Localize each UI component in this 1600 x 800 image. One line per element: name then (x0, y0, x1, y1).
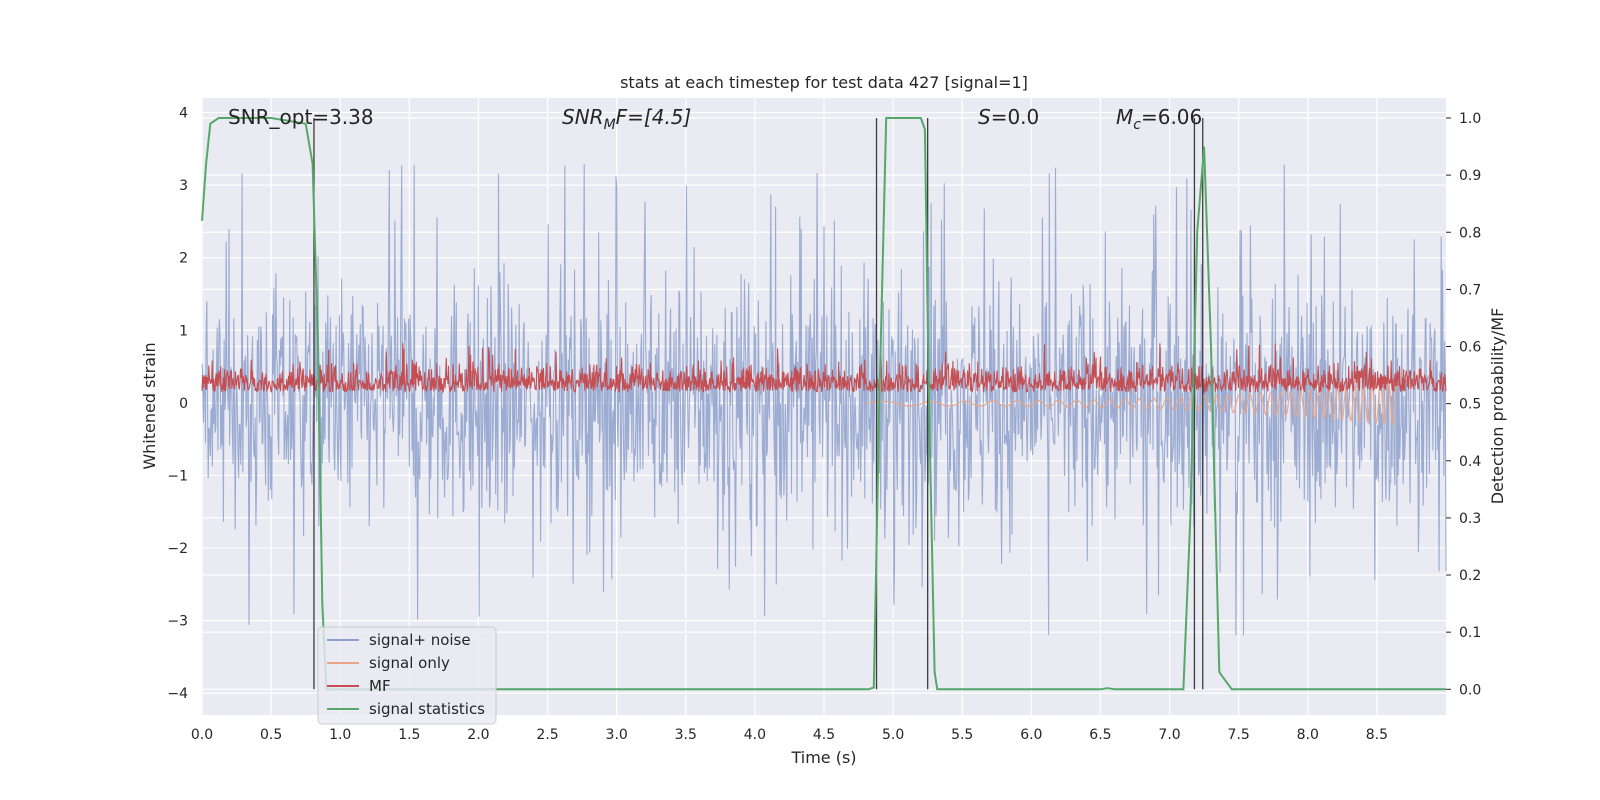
annotation-snr-mf: SNRMF=[4.5] (562, 105, 691, 133)
y2-tick-label: 0.1 (1459, 625, 1481, 641)
x-tick-label: 6.5 (1089, 727, 1111, 743)
annotation-snr-mf-base: SNR (562, 105, 604, 129)
x-tick-label: 5.5 (951, 727, 973, 743)
y2-tick-label: 0.5 (1459, 397, 1481, 413)
ticks: 0.0 0.5 1.0 1.5 2.0 2.5 3.0 3.5 4.0 4.5 5.0 5.5 6.0 6… (167, 106, 1481, 743)
legend: signal+ noise signal only MF signal stat… (317, 626, 497, 725)
x-tick-label: 4.5 (813, 727, 835, 743)
x-tick-label: 0.0 (191, 727, 213, 743)
y2-axis-label: Detection probability/MF (1488, 308, 1507, 505)
x-tick-label: 7.0 (1158, 727, 1180, 743)
y-tick-label: 3 (179, 178, 188, 194)
x-tick-label: 1.0 (329, 727, 351, 743)
annotation-mc-italic: M (1116, 105, 1133, 129)
y2-tick-label: 0.3 (1459, 511, 1481, 527)
annotation-mc-rest: =6.06 (1141, 105, 1202, 129)
legend-label-mf: MF (369, 677, 391, 695)
x-tick-label: 8.0 (1297, 727, 1319, 743)
y2-tick-label: 1.0 (1459, 111, 1481, 127)
chart-title: stats at each timestep for test data 427… (620, 73, 1028, 92)
series-signal-noise (201, 163, 1447, 636)
x-tick-label: 8.5 (1366, 727, 1388, 743)
x-tick-label: 4.0 (744, 727, 766, 743)
annotation-snr-opt: SNR_opt=3.38 (228, 105, 374, 129)
y-tick-label: 2 (179, 251, 188, 267)
annotation-s: S=0.0 (978, 105, 1039, 129)
y-axis-label: Whitened strain (140, 342, 159, 469)
annotation-mc: Mc=6.06 (1116, 105, 1202, 133)
y-tick-label: −2 (167, 541, 188, 557)
legend-label-signal-only: signal only (369, 654, 450, 672)
y2-tick-label: 0.2 (1459, 568, 1481, 584)
legend-label-signal-noise: signal+ noise (369, 631, 471, 649)
x-tick-label: 1.5 (398, 727, 420, 743)
annotation-s-italic: S (978, 105, 991, 129)
x-axis-label: Time (s) (790, 748, 856, 767)
x-tick-label: 3.5 (675, 727, 697, 743)
x-tick-label: 5.0 (882, 727, 904, 743)
annotation-mc-sub: c (1133, 117, 1141, 133)
y-tick-label: 4 (179, 106, 188, 122)
x-tick-label: 2.0 (467, 727, 489, 743)
y-tick-label: −1 (167, 468, 188, 484)
y-tick-label: −3 (167, 614, 188, 630)
series-signal-only (865, 381, 1399, 427)
series-mf (201, 343, 1447, 394)
legend-label-signal-statistics: signal statistics (369, 700, 485, 718)
x-tick-label: 6.0 (1020, 727, 1042, 743)
series-signal-statistics (201, 117, 1446, 691)
y2-tick-label: 0.9 (1459, 168, 1481, 184)
y2-tick-label: 0.7 (1459, 282, 1481, 298)
y-tick-label: 1 (179, 323, 188, 339)
x-tick-label: 7.5 (1228, 727, 1250, 743)
y2-tick-label: 0.0 (1459, 682, 1481, 698)
annotations: SNR_opt=3.38 SNRMF=[4.5] S=0.0 Mc=6.06 (228, 105, 1202, 133)
x-tick-label: 0.5 (260, 727, 282, 743)
x-tick-label: 2.5 (536, 727, 558, 743)
y2-tick-label: 0.6 (1459, 340, 1481, 356)
y-tick-label: 0 (179, 396, 188, 412)
grid (201, 98, 1446, 715)
annotation-snr-mf-sub: M (604, 117, 616, 133)
y-tick-label: −4 (167, 686, 188, 702)
annotation-snr-mf-rest: F=[4.5] (616, 105, 692, 129)
y2-tick-label: 0.4 (1459, 454, 1481, 470)
annotation-s-rest: =0.0 (991, 105, 1040, 129)
x-tick-label: 3.0 (606, 727, 628, 743)
y2-tick-label: 0.8 (1459, 225, 1481, 241)
legend-box (317, 626, 497, 725)
